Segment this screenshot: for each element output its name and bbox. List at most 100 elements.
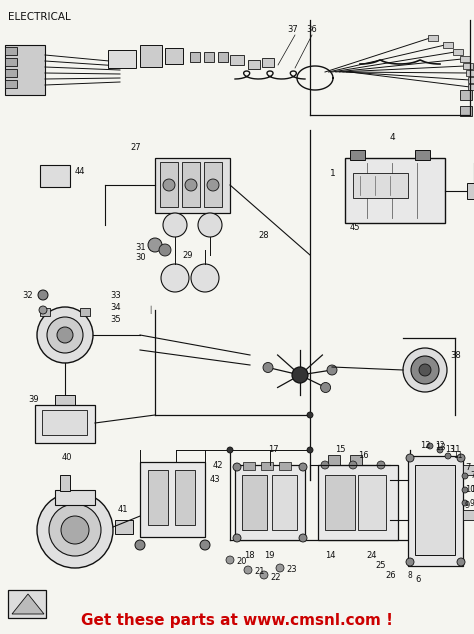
- Text: 6: 6: [415, 576, 420, 585]
- Circle shape: [159, 244, 171, 256]
- Text: 27: 27: [130, 143, 141, 153]
- Circle shape: [227, 447, 233, 453]
- Bar: [463, 510, 474, 520]
- Bar: [415, 150, 430, 160]
- Text: 25: 25: [375, 562, 385, 571]
- Bar: [160, 162, 178, 207]
- Bar: [204, 52, 214, 62]
- Circle shape: [163, 213, 187, 237]
- Bar: [261, 462, 273, 470]
- Bar: [5, 69, 17, 77]
- Circle shape: [191, 264, 219, 292]
- Bar: [165, 48, 183, 64]
- Bar: [453, 49, 463, 55]
- Bar: [279, 462, 291, 470]
- Text: 44: 44: [75, 167, 85, 176]
- Bar: [235, 465, 305, 540]
- Circle shape: [233, 534, 241, 542]
- Bar: [190, 52, 200, 62]
- Text: 10: 10: [465, 486, 474, 495]
- Text: 43: 43: [210, 476, 220, 484]
- Text: 14: 14: [325, 552, 336, 560]
- Bar: [108, 50, 136, 68]
- Bar: [140, 462, 205, 537]
- Bar: [463, 63, 473, 69]
- Text: 34: 34: [110, 304, 120, 313]
- Circle shape: [292, 367, 308, 383]
- Bar: [345, 158, 445, 223]
- Circle shape: [377, 461, 385, 469]
- Text: 41: 41: [118, 505, 128, 515]
- Text: 18: 18: [244, 552, 255, 560]
- Text: 1: 1: [330, 169, 336, 178]
- Bar: [468, 77, 474, 83]
- Bar: [272, 475, 297, 530]
- Circle shape: [307, 412, 313, 418]
- Bar: [218, 52, 228, 62]
- Circle shape: [207, 179, 219, 191]
- Text: 12: 12: [420, 441, 430, 451]
- Text: │: │: [148, 306, 152, 314]
- Circle shape: [419, 364, 431, 376]
- Bar: [5, 80, 17, 88]
- Text: 35: 35: [110, 316, 120, 325]
- Bar: [5, 58, 17, 66]
- Text: 24: 24: [366, 552, 376, 560]
- Text: 45: 45: [350, 224, 361, 233]
- Bar: [460, 106, 472, 116]
- Circle shape: [185, 179, 197, 191]
- Bar: [230, 55, 244, 65]
- Text: 31: 31: [135, 243, 146, 252]
- Text: 32: 32: [22, 290, 33, 299]
- Circle shape: [233, 463, 241, 471]
- Circle shape: [320, 382, 330, 392]
- Text: 9: 9: [470, 498, 474, 507]
- Text: 29: 29: [182, 250, 192, 259]
- Bar: [115, 520, 133, 534]
- Text: 26: 26: [385, 571, 396, 579]
- Circle shape: [260, 571, 268, 579]
- Text: 36: 36: [306, 25, 317, 34]
- Bar: [325, 475, 355, 530]
- Text: 16: 16: [358, 451, 369, 460]
- Circle shape: [263, 363, 273, 373]
- Bar: [204, 162, 222, 207]
- Polygon shape: [12, 594, 44, 614]
- Circle shape: [276, 564, 284, 572]
- Circle shape: [244, 566, 252, 574]
- Text: 21: 21: [254, 567, 264, 576]
- Circle shape: [462, 500, 468, 506]
- Bar: [443, 42, 453, 48]
- Text: 22: 22: [270, 573, 281, 581]
- Text: ELECTRICAL: ELECTRICAL: [8, 12, 71, 22]
- Circle shape: [437, 447, 443, 453]
- Text: 13: 13: [445, 446, 455, 455]
- Text: Get these parts at www.cmsnl.com !: Get these parts at www.cmsnl.com !: [81, 614, 393, 628]
- Text: 11: 11: [450, 446, 461, 455]
- Circle shape: [37, 492, 113, 568]
- Circle shape: [457, 558, 465, 566]
- Circle shape: [135, 540, 145, 550]
- Bar: [350, 455, 362, 465]
- Bar: [148, 470, 168, 525]
- Bar: [353, 173, 408, 198]
- Text: 13: 13: [435, 444, 446, 453]
- Text: www.cmsnl.com: www.cmsnl.com: [190, 384, 284, 396]
- Text: 28: 28: [258, 231, 269, 240]
- Bar: [350, 150, 365, 160]
- Text: 7: 7: [470, 472, 474, 481]
- Text: 20: 20: [236, 557, 246, 567]
- Circle shape: [299, 534, 307, 542]
- Circle shape: [445, 453, 451, 459]
- Text: 42: 42: [213, 460, 224, 470]
- Circle shape: [163, 179, 175, 191]
- Circle shape: [457, 454, 465, 462]
- Bar: [248, 60, 260, 69]
- Bar: [468, 84, 474, 90]
- Circle shape: [49, 504, 101, 556]
- Circle shape: [61, 516, 89, 544]
- Bar: [175, 470, 195, 525]
- Bar: [60, 475, 70, 491]
- Bar: [262, 58, 274, 67]
- Bar: [242, 475, 267, 530]
